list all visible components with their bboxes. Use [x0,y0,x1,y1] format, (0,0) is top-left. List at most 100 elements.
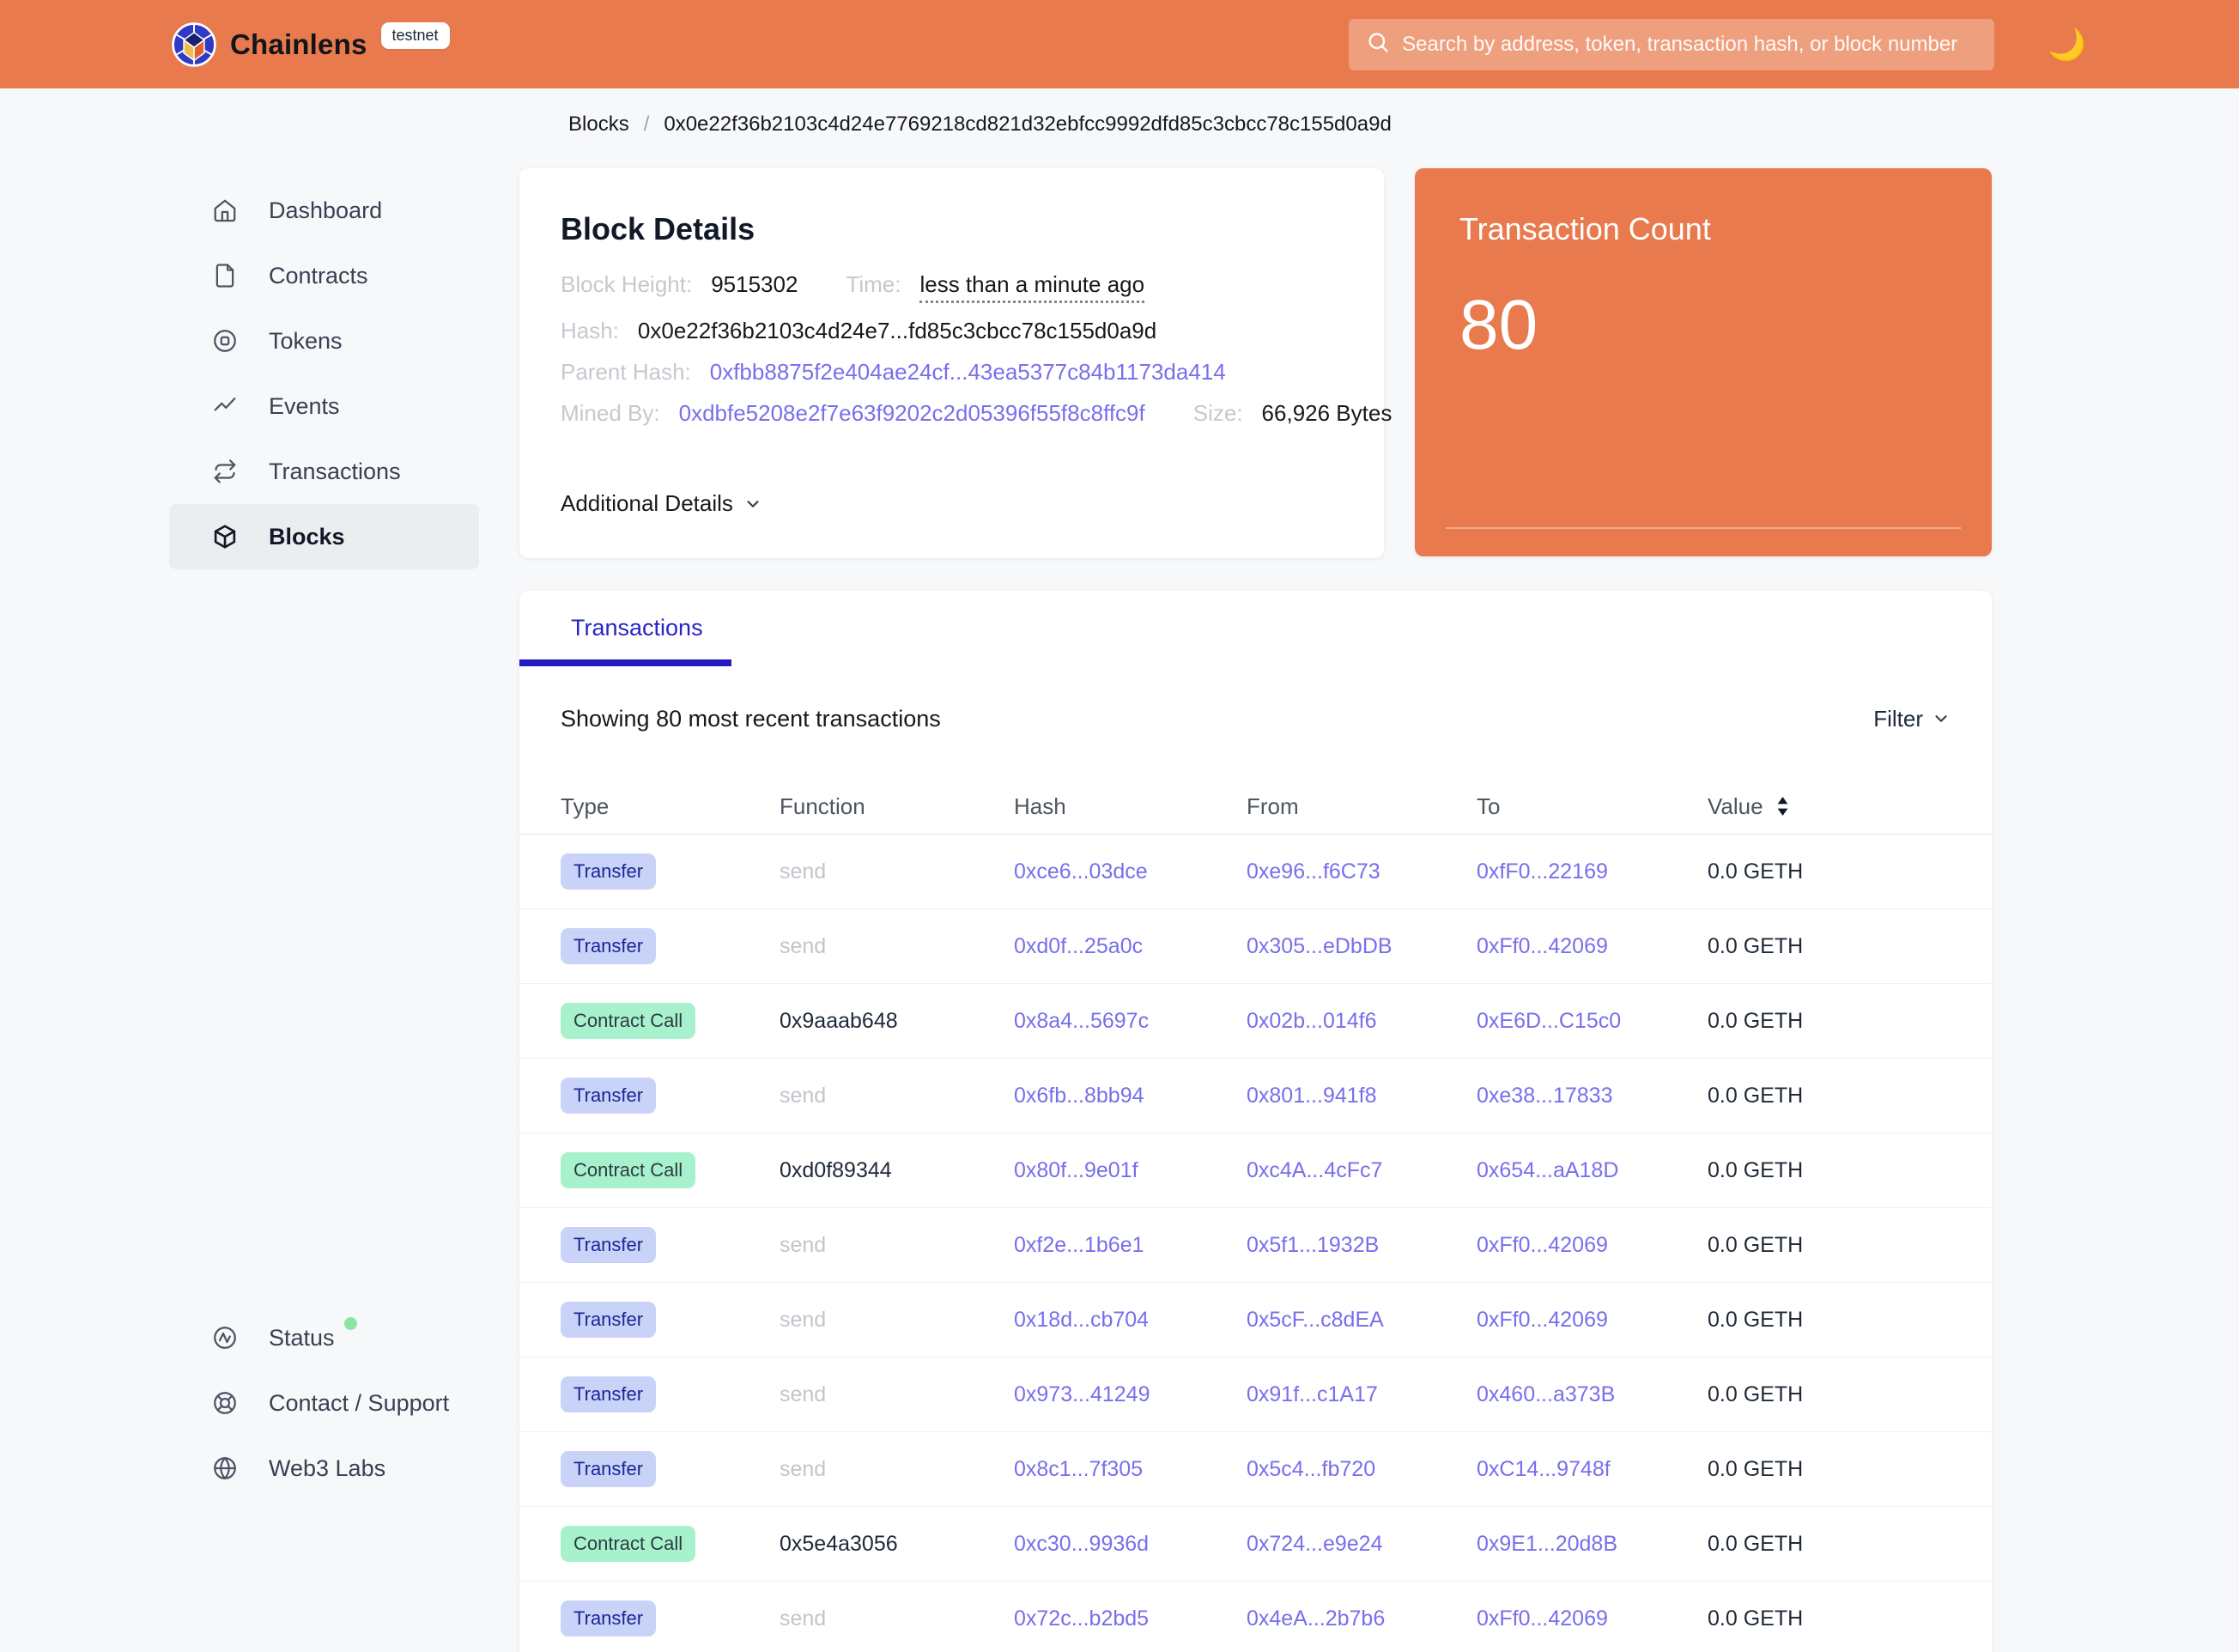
breadcrumb: Blocks / 0x0e22f36b2103c4d24e7769218cd82… [568,112,1392,137]
transaction-count-value: 80 [1459,286,1538,364]
hash-value: 0x0e22f36b2103c4d24e7...fd85c3cbcc78c155… [637,318,1157,343]
transaction-row: Transfer send 0x6fb...8bb94 0x801...941f8 0x… [519,1059,1992,1133]
tx-to-link[interactable]: 0xC14...9748f [1477,1456,1611,1481]
tx-hash-link[interactable]: 0xf2e...1b6e1 [1014,1232,1144,1257]
sidebar-item-status[interactable]: Status [169,1305,479,1370]
mined-by-link[interactable]: 0xdbfe5208e2f7e63f9202c2d05396f55f8c8ffc… [678,400,1145,426]
transactions-summary: Showing 80 most recent transactions [561,706,941,732]
tx-hash-link[interactable]: 0xce6...03dce [1014,859,1148,884]
time-value[interactable]: less than a minute ago [919,271,1145,303]
transaction-row: Contract Call 0x9aaab648 0x8a4...5697c 0x02… [519,984,1992,1059]
tx-hash-link[interactable]: 0x72c...b2bd5 [1014,1606,1150,1631]
tx-type-badge: Contract Call [561,1152,696,1188]
sort-icon[interactable] [1774,795,1792,817]
column-header-type: Type [561,793,610,819]
parent-hash-link[interactable]: 0xfbb8875f2e404ae24cf...43ea5377c84b1173… [709,359,1226,385]
tx-to-link[interactable]: 0xFf0...42069 [1477,933,1608,958]
tx-function: send [780,933,827,958]
block-details-title: Block Details [561,211,755,246]
tx-value: 0.0 GETH [1708,859,1804,884]
tx-to-link[interactable]: 0xFf0...42069 [1477,1606,1608,1631]
tx-type-badge: Transfer [561,853,657,890]
tx-type-badge: Transfer [561,1376,657,1412]
tx-from-link[interactable]: 0x5c4...fb720 [1247,1456,1376,1481]
tx-to-link[interactable]: 0xFf0...42069 [1477,1307,1608,1332]
tx-function: send [780,859,827,884]
search-icon [1366,30,1390,58]
tx-hash-link[interactable]: 0x8a4...5697c [1014,1008,1150,1033]
topbar: Chainlens testnet 🌙 [0,0,2239,88]
additional-details-toggle[interactable]: Additional Details [561,490,762,517]
sidebar-item-label: Transactions [269,458,401,484]
search-bar[interactable] [1349,18,1995,70]
tx-hash-link[interactable]: 0xc30...9936d [1014,1531,1150,1556]
search-input[interactable] [1402,32,1978,57]
block-height-row: Block Height: 9515302 Time: less than a … [561,271,1343,303]
tx-from-link[interactable]: 0x801...941f8 [1247,1083,1377,1108]
sidebar-item-contact-support[interactable]: Contact / Support [169,1370,479,1436]
tx-value: 0.0 GETH [1708,1083,1804,1108]
tx-from-link[interactable]: 0x91f...c1A17 [1247,1382,1378,1406]
status-icon [212,1325,238,1351]
transaction-row: Transfer send 0x18d...cb704 0x5cF...c8dEA 0x… [519,1283,1992,1357]
sidebar-item-blocks[interactable]: Blocks [169,504,479,569]
tx-from-link[interactable]: 0x5cF...c8dEA [1247,1307,1384,1332]
tx-type-badge: Transfer [561,1227,657,1263]
sidebar-item-events[interactable]: Events [169,374,479,439]
document-icon [212,263,238,288]
size-label: Size: [1192,400,1243,426]
tx-function: send [780,1083,827,1108]
tx-hash-link[interactable]: 0x8c1...7f305 [1014,1456,1144,1481]
transaction-count-title: Transaction Count [1459,211,1711,246]
tx-function: send [780,1232,827,1257]
transactions-icon [212,459,238,484]
tx-from-link[interactable]: 0x02b...014f6 [1247,1008,1377,1033]
tx-to-link[interactable]: 0x460...a373B [1477,1382,1616,1406]
tx-function: send [780,1606,827,1631]
sidebar-item-contracts[interactable]: Contracts [169,243,479,308]
tx-from-link[interactable]: 0x4eA...2b7b6 [1247,1606,1386,1631]
sidebar-item-web3-labs[interactable]: Web3 Labs [169,1436,479,1501]
home-icon [212,197,238,223]
tx-hash-link[interactable]: 0xd0f...25a0c [1014,933,1144,958]
tx-from-link[interactable]: 0x724...e9e24 [1247,1531,1383,1556]
tx-hash-link[interactable]: 0x18d...cb704 [1014,1307,1150,1332]
tx-from-link[interactable]: 0xc4A...4cFc7 [1247,1157,1383,1182]
tx-from-link[interactable]: 0xe96...f6C73 [1247,859,1380,884]
tab-transactions[interactable]: Transactions [571,615,703,641]
sidebar-nav: Dashboard Contracts Tokens Events Transactio… [0,178,515,569]
tx-from-link[interactable]: 0x305...eDbDB [1247,933,1393,958]
column-header-hash: Hash [1014,793,1066,819]
transaction-row: Transfer send 0xce6...03dce 0xe96...f6C73 0x… [519,835,1992,909]
tx-to-link[interactable]: 0xFf0...42069 [1477,1232,1608,1257]
breadcrumb-blocks-link[interactable]: Blocks [568,112,629,136]
tx-type-badge: Transfer [561,928,657,964]
transaction-row: Transfer send 0x973...41249 0x91f...c1A17 0x… [519,1357,1992,1432]
tx-to-link[interactable]: 0x9E1...20d8B [1477,1531,1618,1556]
time-label: Time: [846,271,901,297]
tx-from-link[interactable]: 0x5f1...1932B [1247,1232,1380,1257]
tx-hash-link[interactable]: 0x80f...9e01f [1014,1157,1138,1182]
tx-hash-link[interactable]: 0x973...41249 [1014,1382,1150,1406]
tx-to-link[interactable]: 0xfF0...22169 [1477,859,1608,884]
tx-to-link[interactable]: 0x654...aA18D [1477,1157,1619,1182]
tx-to-link[interactable]: 0xe38...17833 [1477,1083,1613,1108]
tx-to-link[interactable]: 0xE6D...C15c0 [1477,1008,1622,1033]
sidebar-item-tokens[interactable]: Tokens [169,308,479,374]
tx-hash-link[interactable]: 0x6fb...8bb94 [1014,1083,1144,1108]
table-header-row: Type Function Hash From To Value [519,779,1992,835]
filter-button[interactable]: Filter [1873,706,1951,732]
theme-toggle-button[interactable]: 🌙 [2048,26,2086,62]
tx-value: 0.0 GETH [1708,1456,1804,1481]
mined-by-label: Mined By: [561,400,660,426]
sidebar-item-dashboard[interactable]: Dashboard [169,178,479,243]
sidebar-item-label: Contracts [269,262,368,288]
tx-type-badge: Transfer [561,1078,657,1114]
tx-value: 0.0 GETH [1708,1232,1804,1257]
sidebar-item-label: Blocks [269,523,345,550]
block-details-card: Block Details Block Height: 9515302 Time… [519,168,1392,558]
tab-active-indicator [519,659,731,666]
sidebar-item-transactions[interactable]: Transactions [169,439,479,504]
chainlens-logo[interactable]: Chainlens testnet [172,21,450,67]
